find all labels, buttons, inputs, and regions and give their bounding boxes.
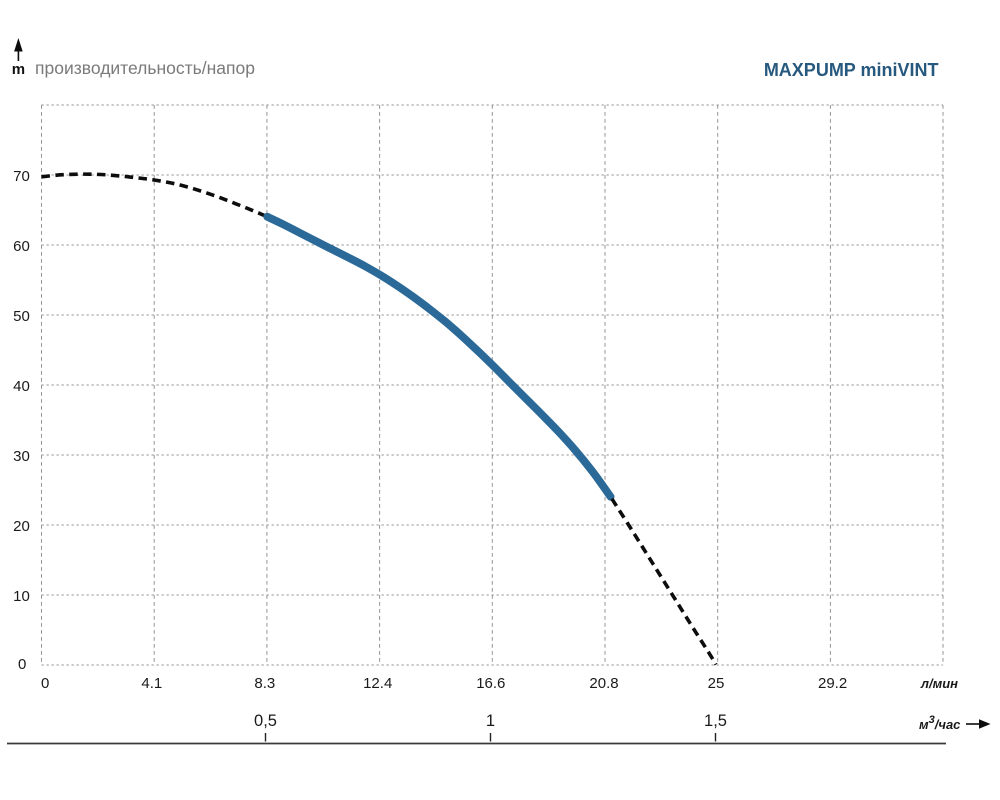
svg-text:8.3: 8.3 xyxy=(254,675,275,692)
svg-text:60: 60 xyxy=(13,238,30,255)
svg-text:л/мин: л/мин xyxy=(920,676,958,691)
svg-text:50: 50 xyxy=(13,308,30,325)
svg-text:MAXPUMP miniVINT: MAXPUMP miniVINT xyxy=(764,60,939,80)
svg-text:25: 25 xyxy=(708,675,725,692)
svg-text:10: 10 xyxy=(13,588,30,605)
svg-text:30: 30 xyxy=(13,448,30,465)
svg-text:16.6: 16.6 xyxy=(476,675,505,692)
svg-text:0,5: 0,5 xyxy=(254,712,277,730)
svg-text:0: 0 xyxy=(41,675,49,692)
svg-text:0: 0 xyxy=(18,656,26,673)
svg-text:1: 1 xyxy=(486,712,495,730)
svg-text:29.2: 29.2 xyxy=(818,675,847,692)
svg-text:20: 20 xyxy=(13,518,30,535)
svg-text:20.8: 20.8 xyxy=(589,675,618,692)
svg-text:m: m xyxy=(12,61,25,78)
svg-text:производительность/напор: производительность/напор xyxy=(35,58,255,78)
svg-text:м3/час: м3/час xyxy=(919,714,961,732)
svg-text:1,5: 1,5 xyxy=(704,712,727,730)
svg-text:4.1: 4.1 xyxy=(141,675,162,692)
svg-text:40: 40 xyxy=(13,378,30,395)
svg-text:12.4: 12.4 xyxy=(363,675,392,692)
svg-text:70: 70 xyxy=(13,168,30,185)
